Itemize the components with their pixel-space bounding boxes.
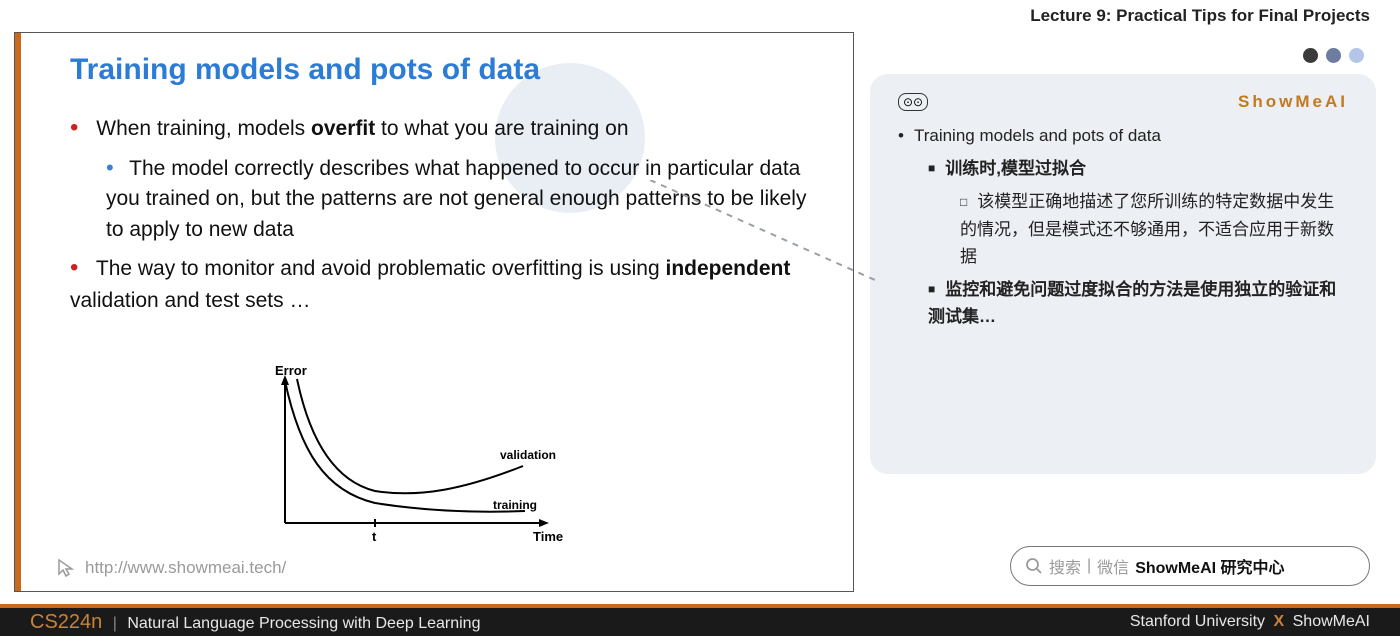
bullet-1a: The model correctly describes what happe… [70,152,813,245]
panel-brand: ShowMeAI [1238,92,1348,112]
search-bold: ShowMeAI 研究中心 [1135,554,1284,578]
overfitting-chart: Error Time t validation training [245,361,585,561]
org: ShowMeAI [1293,613,1370,630]
dot-3 [1349,48,1364,63]
bottom-bar: CS224n | Natural Language Processing wit… [0,604,1400,636]
note-l2a: 训练时,模型过拟合 [898,155,1348,182]
panel-header: ⊙⊙ ShowMeAI [898,92,1348,112]
bullet-1-post: to what you are training on [375,117,628,140]
university: Stanford University [1130,613,1265,630]
note-l1: Training models and pots of data [898,122,1348,149]
bullet-2: The way to monitor and avoid problematic… [70,251,813,316]
notes-panel: ⊙⊙ ShowMeAI Training models and pots of … [870,74,1376,474]
bottom-left: CS224n | Natural Language Processing wit… [30,611,480,634]
note-l2b: 监控和避免问题过度拟合的方法是使用独立的验证和测试集… [898,276,1348,330]
decor-dots [1303,48,1364,63]
slide-panel: Training models and pots of data When tr… [14,32,854,592]
dot-1 [1303,48,1318,63]
chart-x-label: Time [533,529,563,544]
bullet-2-post: validation and test sets … [70,289,310,312]
note-l3: 该模型正确地描述了您所训练的特定数据中发生的情况，但是模式还不够通用，不适合应用… [898,188,1348,270]
tick-t-label: t [372,529,377,544]
note-l2a-text: 训练时,模型过拟合 [945,159,1086,178]
course-code: CS224n [30,611,102,633]
note-l2b-text: 监控和避免问题过度拟合的方法是使用独立的验证和测试集… [928,280,1336,326]
notes-list: Training models and pots of data 训练时,模型过… [898,122,1348,330]
bullet-1: When training, models overfit to what yo… [70,111,813,146]
validation-label: validation [500,448,556,462]
training-label: training [493,498,537,512]
x-arrow [539,519,549,527]
course-name: Natural Language Processing with Deep Le… [127,615,480,632]
robot-icon: ⊙⊙ [898,93,928,111]
bullet-1-pre: When training, models [96,117,311,140]
slide-footer: http://www.showmeai.tech/ [55,557,286,579]
search-box[interactable]: 搜索 | 微信 ShowMeAI 研究中心 [1010,546,1370,586]
slide-title: Training models and pots of data [70,53,813,87]
footer-url: http://www.showmeai.tech/ [85,558,286,578]
dot-2 [1326,48,1341,63]
bullet-1a-text: The model correctly describes what happe… [106,157,806,241]
validation-curve [297,379,523,493]
search-icon [1025,557,1043,575]
slide-bullets: When training, models overfit to what yo… [70,111,813,316]
chart-svg: Error Time t validation training [245,361,585,561]
chart-y-label: Error [275,363,307,378]
note-l3-text: 该模型正确地描述了您所训练的特定数据中发生的情况，但是模式还不够通用，不适合应用… [960,192,1334,265]
bullet-2-pre: The way to monitor and avoid problematic… [96,257,666,280]
cursor-icon [55,557,77,579]
lecture-title: Lecture 9: Practical Tips for Final Proj… [1030,6,1370,26]
search-ph2: 微信 [1097,554,1129,578]
search-ph1: 搜索 [1049,554,1081,578]
bottom-right: Stanford University X ShowMeAI [1130,613,1370,631]
slide-content: Training models and pots of data When tr… [15,33,853,316]
bullet-1-bold: overfit [311,117,375,140]
bullet-2-bold: independent [666,257,791,280]
search-sep: | [1087,557,1091,575]
x-separator: X [1274,613,1285,630]
note-l1-text: Training models and pots of data [914,126,1161,145]
pipe: | [113,615,117,632]
